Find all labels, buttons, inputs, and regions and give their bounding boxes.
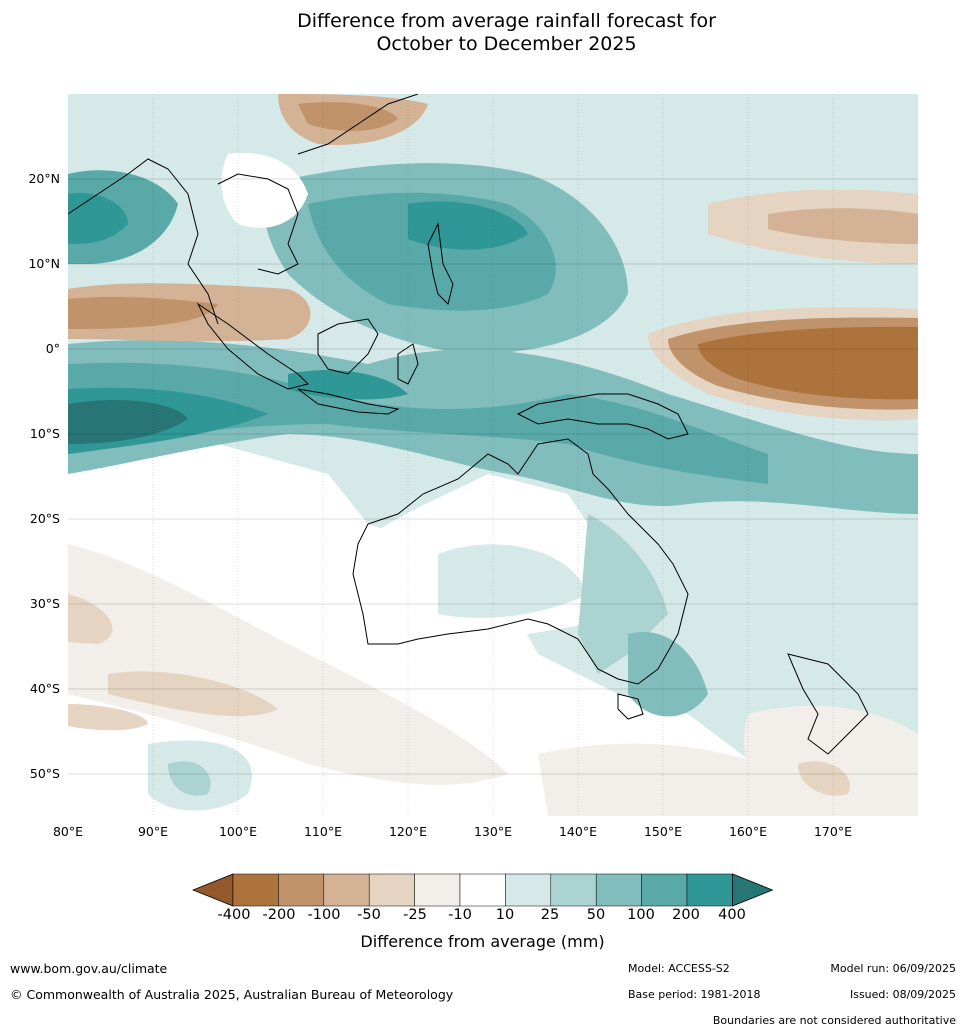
lon-tick-100e: 100°E xyxy=(218,824,257,839)
colorbar-label: -10 xyxy=(448,907,472,923)
lon-tick-120e: 120°E xyxy=(388,824,427,839)
lon-tick-150e: 150°E xyxy=(643,824,682,839)
lat-tick-20n: 20°N xyxy=(28,171,60,186)
colorbar-segment xyxy=(550,873,597,907)
colorbar-segment xyxy=(505,873,552,907)
lon-tick-170e: 170°E xyxy=(813,824,852,839)
model-name: Model: ACCESS-S2 xyxy=(628,962,730,975)
colorbar-label: -25 xyxy=(403,907,427,923)
colorbar-segment xyxy=(414,873,461,907)
colorbar-svg xyxy=(191,873,774,907)
colorbar-label: 100 xyxy=(627,907,655,923)
colorbar-segment xyxy=(459,873,506,907)
lat-tick-20s: 20°S xyxy=(29,511,60,526)
colorbar-segment xyxy=(323,873,370,907)
lon-tick-90e: 90°E xyxy=(137,824,169,839)
title-line-1: Difference from average rainfall forecas… xyxy=(297,10,716,32)
lat-tick-10s: 10°S xyxy=(29,426,60,441)
map-title: Difference from average rainfall forecas… xyxy=(0,10,965,56)
colorbar-label: 200 xyxy=(672,907,700,923)
colorbar-label: 25 xyxy=(540,907,560,923)
colorbar-segment xyxy=(278,873,325,907)
lat-tick-50s: 50°S xyxy=(29,766,60,781)
colorbar-label: -50 xyxy=(357,907,381,923)
colorbar-title: Difference from average (mm) xyxy=(360,932,605,951)
rainfall-anomaly-map xyxy=(68,94,918,816)
lat-tick-30s: 30°S xyxy=(29,596,60,611)
lat-tick-40s: 40°S xyxy=(29,681,60,696)
colorbar-extend-high xyxy=(732,873,774,907)
colorbar-segment xyxy=(686,873,733,907)
colorbar-label: 10 xyxy=(495,907,515,923)
base-period: Base period: 1981-2018 xyxy=(628,988,761,1001)
title-line-2: October to December 2025 xyxy=(376,33,637,55)
lat-tick-10n: 10°N xyxy=(28,256,60,271)
colorbar-label: 50 xyxy=(586,907,606,923)
lon-tick-140e: 140°E xyxy=(558,824,597,839)
issued-date: Issued: 08/09/2025 xyxy=(849,988,956,1001)
colorbar xyxy=(191,873,774,911)
model-run-date: Model run: 06/09/2025 xyxy=(830,962,956,975)
colorbar-label: -200 xyxy=(262,907,296,923)
bom-url-link[interactable]: www.bom.gov.au/climate xyxy=(10,961,168,976)
lon-tick-160e: 160°E xyxy=(728,824,767,839)
colorbar-segment xyxy=(641,873,688,907)
colorbar-segment xyxy=(595,873,642,907)
colorbar-extend-low xyxy=(191,873,234,907)
map-canvas xyxy=(68,94,918,816)
colorbar-label: -100 xyxy=(307,907,341,923)
lat-tick-0: 0° xyxy=(45,341,60,356)
colorbar-label: -400 xyxy=(217,907,251,923)
lon-tick-110e: 110°E xyxy=(303,824,342,839)
lon-tick-80e: 80°E xyxy=(52,824,84,839)
lon-tick-130e: 130°E xyxy=(473,824,512,839)
colorbar-label: 400 xyxy=(718,907,746,923)
colorbar-segment xyxy=(232,873,279,907)
copyright-text: © Commonwealth of Australia 2025, Austra… xyxy=(10,987,454,1002)
colorbar-segment xyxy=(368,873,415,907)
boundaries-disclaimer: Boundaries are not considered authoritat… xyxy=(712,1014,956,1027)
